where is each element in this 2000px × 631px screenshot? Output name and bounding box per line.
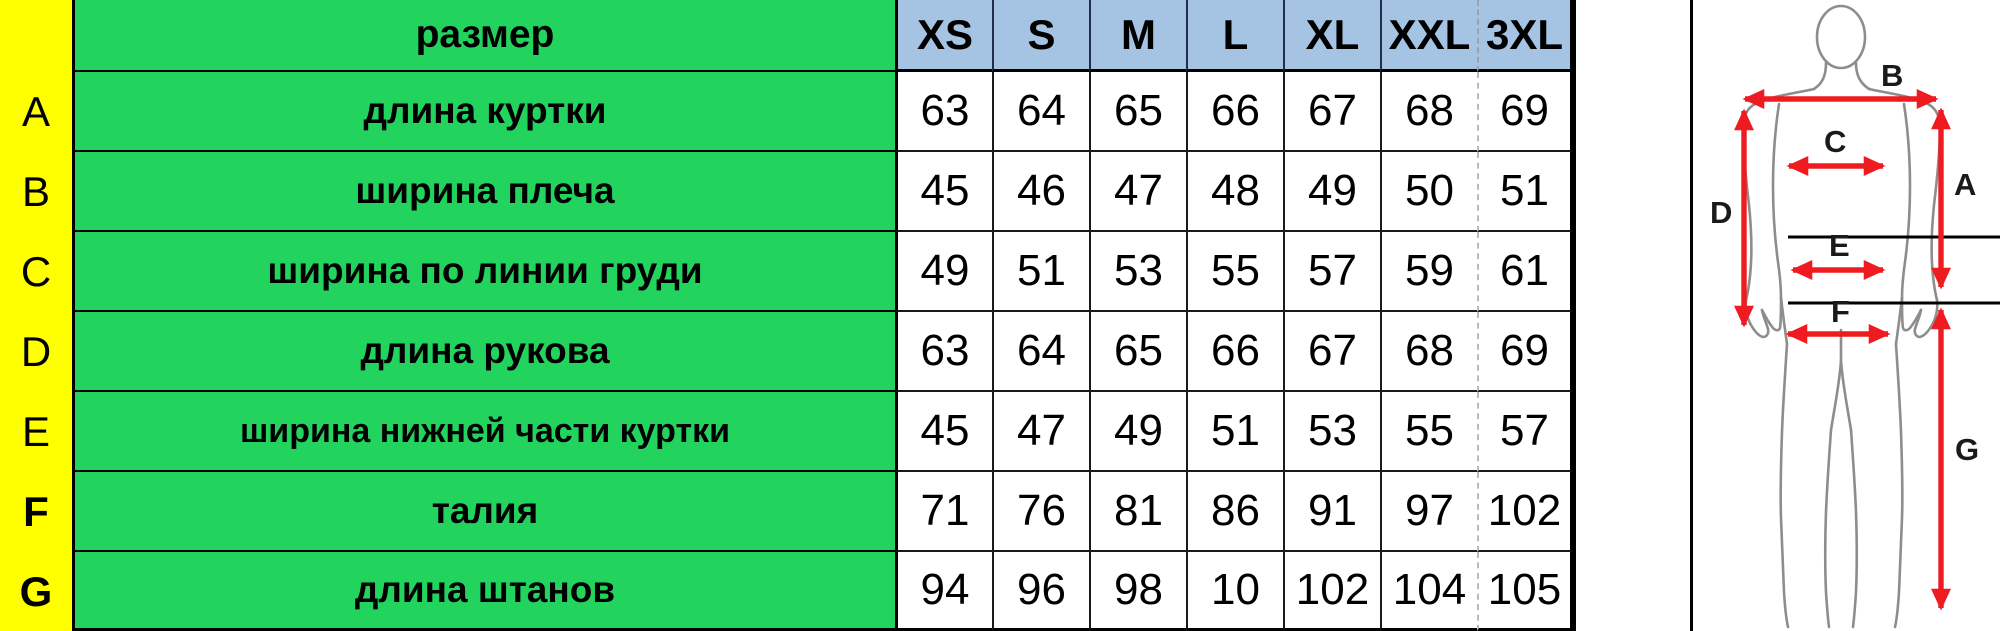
body-figure-svg: B C E F A D G xyxy=(1693,0,2000,631)
cell-c-3xl: 61 xyxy=(1477,232,1573,312)
cell-e-s: 47 xyxy=(992,392,1089,472)
cell-e-l: 51 xyxy=(1186,392,1283,472)
row-letter-a: A xyxy=(0,72,72,152)
cell-f-m: 81 xyxy=(1089,472,1186,552)
cell-d-s: 64 xyxy=(992,312,1089,392)
size-header-xxl: XXL xyxy=(1380,0,1477,72)
row-label-f: талия xyxy=(72,472,895,552)
size-header-xs: XS xyxy=(895,0,992,72)
cell-f-xl: 91 xyxy=(1283,472,1380,552)
cell-f-xxl: 97 xyxy=(1380,472,1477,552)
diagram-label-b: B xyxy=(1881,58,1903,93)
diagram-label-f: F xyxy=(1831,294,1850,329)
row-letter-g: G xyxy=(0,552,72,631)
cell-g-xl: 102 xyxy=(1283,552,1380,631)
cell-f-s: 76 xyxy=(992,472,1089,552)
cell-g-3xl: 105 xyxy=(1477,552,1573,631)
diagram-label-g: G xyxy=(1955,432,1979,467)
cell-b-xl: 49 xyxy=(1283,152,1380,232)
row-label-a: длина куртки xyxy=(72,72,895,152)
row-label-g: длина штанов xyxy=(72,552,895,631)
size-header-s: S xyxy=(992,0,1089,72)
diagram-label-c: C xyxy=(1824,124,1846,159)
row-label-b: ширина плеча xyxy=(72,152,895,232)
measurement-arrows xyxy=(1734,89,1951,611)
cell-b-m: 47 xyxy=(1089,152,1186,232)
cell-e-m: 49 xyxy=(1089,392,1186,472)
corner-cell xyxy=(0,0,72,72)
cell-e-xs: 45 xyxy=(895,392,992,472)
cell-f-xs: 71 xyxy=(895,472,992,552)
cell-e-xxl: 55 xyxy=(1380,392,1477,472)
cell-e-3xl: 57 xyxy=(1477,392,1573,472)
cell-d-xl: 67 xyxy=(1283,312,1380,392)
diagram-label-e: E xyxy=(1829,228,1850,263)
row-letter-f: F xyxy=(0,472,72,552)
cell-a-l: 66 xyxy=(1186,72,1283,152)
cell-c-xl: 57 xyxy=(1283,232,1380,312)
cell-a-xl: 67 xyxy=(1283,72,1380,152)
cell-f-l: 86 xyxy=(1186,472,1283,552)
cell-c-xxl: 59 xyxy=(1380,232,1477,312)
cell-b-s: 46 xyxy=(992,152,1089,232)
cell-a-xxl: 68 xyxy=(1380,72,1477,152)
cell-a-xs: 63 xyxy=(895,72,992,152)
measurement-diagram: B C E F A D G xyxy=(1690,0,2000,631)
cell-c-xs: 49 xyxy=(895,232,992,312)
cell-b-3xl: 51 xyxy=(1477,152,1573,232)
cell-g-s: 96 xyxy=(992,552,1089,631)
cell-e-xl: 53 xyxy=(1283,392,1380,472)
cell-b-xs: 45 xyxy=(895,152,992,232)
cell-a-s: 64 xyxy=(992,72,1089,152)
diagram-label-d: D xyxy=(1710,195,1732,230)
cell-c-s: 51 xyxy=(992,232,1089,312)
cell-b-xxl: 50 xyxy=(1380,152,1477,232)
column-header-razmer: размер xyxy=(72,0,895,72)
cell-a-m: 65 xyxy=(1089,72,1186,152)
cell-d-3xl: 69 xyxy=(1477,312,1573,392)
cell-d-xs: 63 xyxy=(895,312,992,392)
row-label-c: ширина по линии груди xyxy=(72,232,895,312)
diagram-label-a: A xyxy=(1954,167,1976,202)
cell-g-xxl: 104 xyxy=(1380,552,1477,631)
cell-c-l: 55 xyxy=(1186,232,1283,312)
size-header-l: L xyxy=(1186,0,1283,72)
cell-d-m: 65 xyxy=(1089,312,1186,392)
row-letter-d: D xyxy=(0,312,72,392)
cell-c-m: 53 xyxy=(1089,232,1186,312)
size-header-xl: XL xyxy=(1283,0,1380,72)
row-letter-b: B xyxy=(0,152,72,232)
cell-a-3xl: 69 xyxy=(1477,72,1573,152)
row-label-d: длина рукова xyxy=(72,312,895,392)
cell-d-l: 66 xyxy=(1186,312,1283,392)
cell-g-xs: 94 xyxy=(895,552,992,631)
cell-b-l: 48 xyxy=(1186,152,1283,232)
row-letter-c: C xyxy=(0,232,72,312)
row-letter-e: E xyxy=(0,392,72,472)
size-header-m: M xyxy=(1089,0,1186,72)
cell-g-m: 98 xyxy=(1089,552,1186,631)
cell-d-xxl: 68 xyxy=(1380,312,1477,392)
cell-f-3xl: 102 xyxy=(1477,472,1573,552)
size-header-3xl: 3XL xyxy=(1477,0,1573,72)
row-label-e: ширина нижней части куртки xyxy=(72,392,895,472)
cell-g-l: 10 xyxy=(1186,552,1283,631)
